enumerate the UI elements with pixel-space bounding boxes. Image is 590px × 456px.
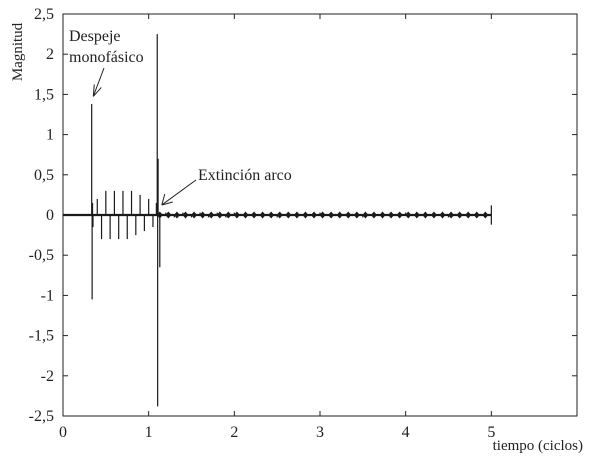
oscillation-diamond bbox=[370, 211, 377, 219]
x-tick-label: 1 bbox=[145, 424, 153, 441]
oscillation-diamond bbox=[165, 211, 172, 219]
oscillation-diamond bbox=[456, 211, 463, 219]
oscillation-diamond bbox=[328, 211, 335, 219]
oscillation-diamond bbox=[465, 211, 472, 219]
oscillation-diamond bbox=[276, 211, 283, 219]
x-axis-label: tiempo (ciclos) bbox=[493, 438, 583, 454]
x-tick-label: 0 bbox=[59, 424, 67, 441]
y-tick-label: -1,5 bbox=[29, 328, 54, 345]
oscillation-diamond bbox=[208, 211, 215, 219]
oscillation-diamond bbox=[173, 211, 180, 219]
oscillation-diamond bbox=[473, 211, 480, 219]
y-tick-label: 0 bbox=[46, 207, 54, 224]
oscillation-diamond bbox=[362, 211, 369, 219]
y-axis-label: Magnitud bbox=[10, 22, 26, 81]
ticks bbox=[62, 13, 577, 417]
annotation-arrow bbox=[92, 67, 105, 97]
annotation-text: monofásico bbox=[69, 49, 144, 66]
series-layer bbox=[63, 34, 492, 407]
oscillation-diamond bbox=[311, 211, 318, 219]
oscillation-diamond bbox=[405, 211, 412, 219]
oscillation-diamond bbox=[242, 211, 249, 219]
annotation-arrow bbox=[161, 179, 197, 206]
y-tick-label: 2 bbox=[46, 46, 54, 63]
annotation-text: Despeje bbox=[69, 28, 121, 45]
annotation-layer: Despeje monofásico Extinción arco bbox=[69, 28, 292, 206]
y-tick-label: -2 bbox=[41, 368, 54, 385]
oscillation-diamond bbox=[482, 211, 489, 219]
annotation-arrowhead bbox=[161, 193, 173, 206]
oscillation-diamond bbox=[319, 211, 326, 219]
oscillation-diamond bbox=[413, 211, 420, 219]
oscillation-diamond bbox=[430, 211, 437, 219]
tick-labels: 0 1 2 3 4 5 2,5 2 1,5 1 0,5 0 -0,5 -1 -1,5 -2 -2,5 bbox=[29, 6, 496, 441]
oscillation-diamond bbox=[216, 211, 223, 219]
oscillation-diamond bbox=[182, 211, 189, 219]
x-tick-label: 2 bbox=[230, 424, 238, 441]
oscillation-diamond bbox=[388, 211, 395, 219]
y-tick-label: -1 bbox=[41, 287, 54, 304]
x-tick-label: 3 bbox=[316, 424, 324, 441]
oscillation-diamond bbox=[336, 211, 343, 219]
oscillation-diamond bbox=[379, 211, 386, 219]
x-tick-label: 5 bbox=[487, 424, 495, 441]
oscillation-diamond bbox=[422, 211, 429, 219]
y-tick-label: 1 bbox=[46, 127, 54, 144]
oscillation-diamond bbox=[353, 211, 360, 219]
oscillation-diamond bbox=[439, 211, 446, 219]
y-tick-label: -0,5 bbox=[29, 247, 54, 264]
annotation-arrowhead bbox=[92, 84, 102, 97]
y-tick-label: 1,5 bbox=[34, 86, 54, 103]
oscillation-diamond bbox=[268, 211, 275, 219]
oscillation-diamond bbox=[285, 211, 292, 219]
oscillation-diamond bbox=[191, 211, 198, 219]
oscillation-diamond bbox=[251, 211, 258, 219]
annotation-text: Extinción arco bbox=[198, 167, 292, 184]
oscillation-diamond bbox=[396, 211, 403, 219]
oscillation-diamond bbox=[302, 211, 309, 219]
oscillation-diamond bbox=[448, 211, 455, 219]
oscillation-diamond bbox=[293, 211, 300, 219]
x-tick-label: 4 bbox=[402, 424, 410, 441]
y-tick-label: 2,5 bbox=[34, 6, 54, 23]
oscillation-diamond bbox=[156, 211, 163, 219]
oscillation-diamond bbox=[225, 211, 232, 219]
oscillation-diamond bbox=[259, 211, 266, 219]
oscillation-diamond bbox=[233, 211, 240, 219]
oscillation-diamond bbox=[345, 211, 352, 219]
y-tick-label: -2,5 bbox=[29, 408, 54, 425]
y-tick-label: 0,5 bbox=[34, 167, 54, 184]
oscillation-diamond bbox=[199, 211, 206, 219]
